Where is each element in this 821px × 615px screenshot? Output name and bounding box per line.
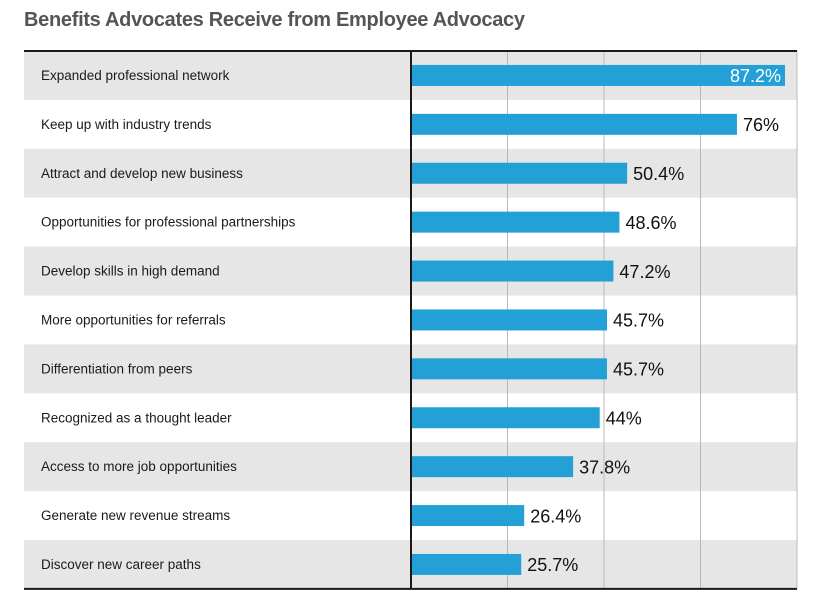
bar — [411, 456, 574, 478]
category-label: Keep up with industry trends — [41, 117, 212, 132]
chart-title: Benefits Advocates Receive from Employee… — [24, 9, 525, 31]
value-label: 37.8% — [579, 457, 630, 477]
bar — [411, 113, 737, 135]
value-label: 76% — [743, 115, 779, 135]
row-labels: Expanded professional network Keep up wit… — [41, 68, 296, 572]
bar — [411, 505, 525, 527]
category-label: Access to more job opportunities — [41, 459, 237, 474]
bar — [411, 211, 620, 233]
bar — [411, 309, 608, 331]
value-label: 47.2% — [619, 262, 670, 282]
value-labels: 87.2% 76% 50.4% 48.6% 47.2% 45.7% 45.7% 44% 37.8… — [527, 66, 781, 575]
category-label: Opportunities for professional partnersh… — [41, 215, 296, 230]
category-label: Differentiation from peers — [41, 361, 193, 376]
value-label: 87.2% — [730, 66, 781, 86]
value-label: 25.7% — [527, 555, 578, 575]
category-label: Develop skills in high demand — [41, 264, 220, 279]
value-label: 26.4% — [530, 506, 581, 526]
category-label: More opportunities for referrals — [41, 313, 226, 328]
bar — [411, 260, 614, 282]
bar — [411, 64, 785, 86]
category-label: Discover new career paths — [41, 557, 201, 572]
category-label: Attract and develop new business — [41, 166, 243, 181]
bar — [411, 162, 628, 184]
category-label: Generate new revenue streams — [41, 508, 230, 523]
bar — [411, 358, 608, 380]
bars — [411, 64, 785, 575]
value-label: 48.6% — [625, 213, 676, 233]
bar — [411, 553, 522, 575]
category-label: Expanded professional network — [41, 68, 230, 83]
bar — [411, 407, 600, 429]
value-label: 44% — [606, 409, 642, 429]
category-label: Recognized as a thought leader — [41, 410, 232, 425]
value-label: 45.7% — [613, 360, 664, 380]
value-label: 50.4% — [633, 164, 684, 184]
value-label: 45.7% — [613, 311, 664, 331]
